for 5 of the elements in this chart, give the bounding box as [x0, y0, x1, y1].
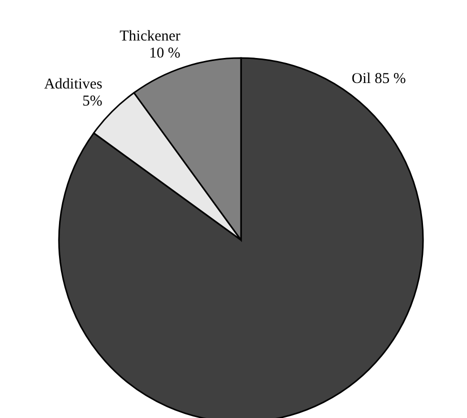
data-label: 10 %	[149, 46, 180, 62]
slice-label: Oil 85 %	[352, 71, 406, 88]
slice-label: Additives	[44, 76, 103, 92]
slice-label: Thickener	[120, 28, 180, 45]
data-label: 5%	[82, 93, 102, 110]
